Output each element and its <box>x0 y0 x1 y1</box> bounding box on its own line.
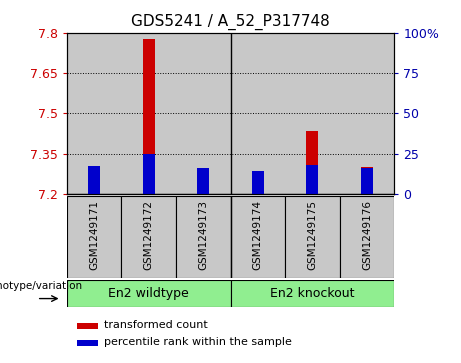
Bar <box>67 33 121 194</box>
Text: transformed count: transformed count <box>105 321 208 330</box>
Bar <box>340 196 394 278</box>
Bar <box>121 196 176 278</box>
Text: En2 knockout: En2 knockout <box>270 287 355 299</box>
Bar <box>361 168 373 194</box>
Bar <box>176 196 230 278</box>
Text: GSM1249173: GSM1249173 <box>198 200 208 270</box>
Text: GSM1249172: GSM1249172 <box>144 200 154 270</box>
Bar <box>88 173 100 194</box>
Bar <box>88 166 100 194</box>
Bar <box>197 175 209 194</box>
Bar <box>361 167 373 194</box>
Bar <box>252 177 264 194</box>
Text: GSM1249175: GSM1249175 <box>307 200 317 270</box>
Bar <box>230 196 285 278</box>
Bar <box>230 280 394 307</box>
Bar <box>285 196 340 278</box>
Text: En2 wildtype: En2 wildtype <box>108 287 189 299</box>
Text: GSM1249174: GSM1249174 <box>253 200 263 270</box>
Bar <box>67 196 121 278</box>
Text: genotype/variation: genotype/variation <box>0 281 83 291</box>
Bar <box>197 168 209 194</box>
Text: GSM1249176: GSM1249176 <box>362 200 372 270</box>
Bar <box>230 33 285 194</box>
Text: GSM1249171: GSM1249171 <box>89 200 99 270</box>
Bar <box>176 33 230 194</box>
Bar <box>77 323 98 329</box>
Bar <box>142 154 155 194</box>
Bar <box>142 40 155 194</box>
Title: GDS5241 / A_52_P317748: GDS5241 / A_52_P317748 <box>131 14 330 30</box>
Bar <box>121 33 176 194</box>
Bar <box>306 131 319 194</box>
Bar <box>67 280 230 307</box>
Bar <box>77 340 98 346</box>
Bar <box>306 164 319 194</box>
Bar <box>252 171 264 194</box>
Bar <box>285 33 340 194</box>
Bar <box>340 33 394 194</box>
Text: percentile rank within the sample: percentile rank within the sample <box>105 337 292 347</box>
